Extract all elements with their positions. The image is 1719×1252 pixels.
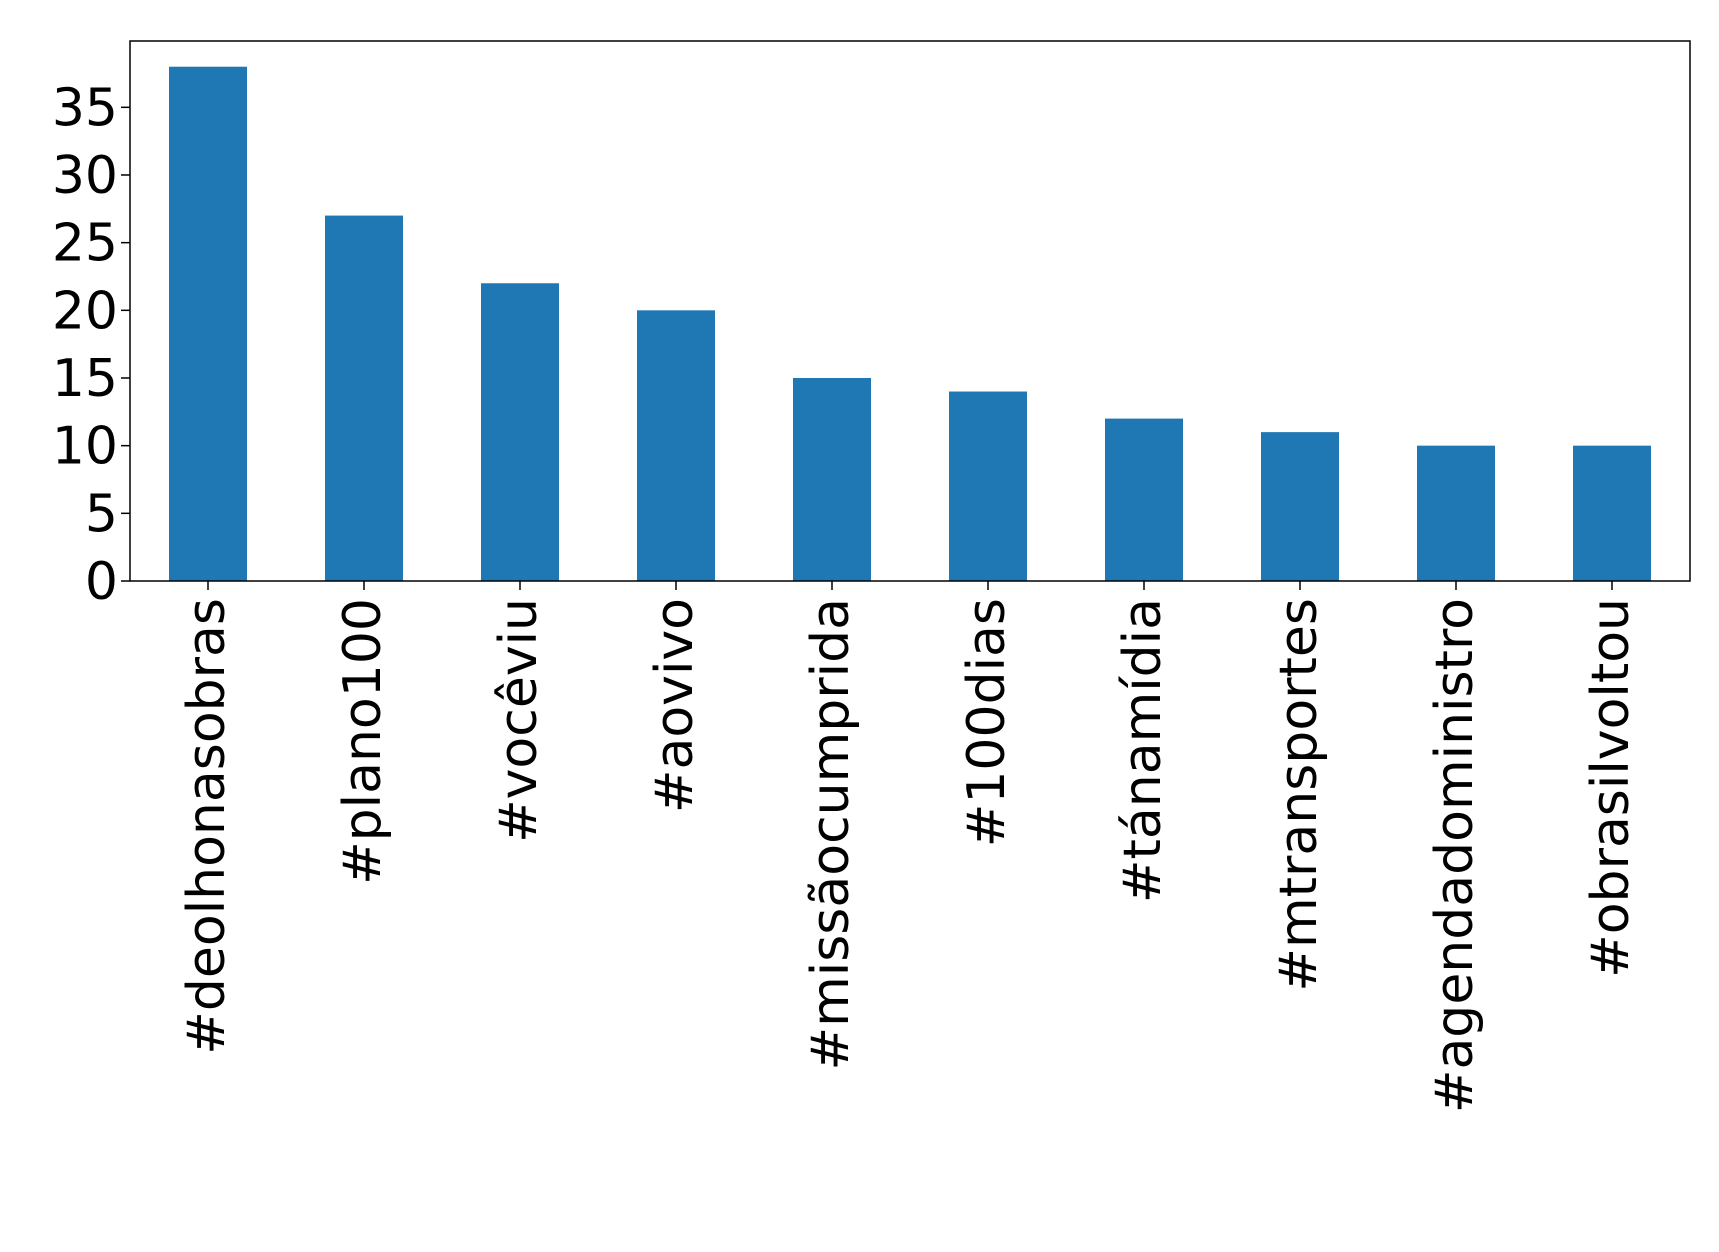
x-tick-label: #agendadoministro xyxy=(1425,598,1485,1113)
bar xyxy=(1105,418,1183,581)
x-tick-label: #100dias xyxy=(957,598,1017,847)
bar xyxy=(1261,432,1339,581)
y-tick-label: 10 xyxy=(52,417,118,477)
y-tick-label: 5 xyxy=(85,484,118,544)
x-tick-label: #mtransportes xyxy=(1269,598,1329,992)
y-tick-label: 20 xyxy=(52,281,118,341)
bar xyxy=(481,283,559,581)
x-axis: #deolhonasobras #plano100 #vocêviu #aovivo #… xyxy=(177,581,1641,1113)
bar xyxy=(1573,445,1651,581)
x-tick-label: #tánamídia xyxy=(1113,598,1173,903)
bar xyxy=(325,215,403,581)
y-tick-label: 25 xyxy=(52,214,118,274)
x-tick-label: #aovivo xyxy=(645,598,705,813)
plot-frame xyxy=(129,40,1691,582)
bar xyxy=(949,391,1027,581)
x-tick-label: #obrasilvoltou xyxy=(1581,598,1641,978)
y-tick-label: 35 xyxy=(52,78,118,138)
bar xyxy=(637,310,715,581)
y-tick-label: 30 xyxy=(52,146,118,206)
x-tick-label: #plano100 xyxy=(333,598,393,885)
x-tick-label: #missãocumprida xyxy=(801,598,861,1070)
x-tick-label: #vocêviu xyxy=(489,598,549,843)
bar xyxy=(169,66,247,581)
y-axis: 0 5 10 15 20 25 30 35 xyxy=(52,78,130,612)
x-tick-label: #deolhonasobras xyxy=(177,598,237,1055)
bars-group xyxy=(169,66,1651,581)
bar xyxy=(793,377,871,581)
bar xyxy=(1417,445,1495,581)
y-tick-label: 0 xyxy=(85,552,118,612)
y-tick-label: 15 xyxy=(52,349,118,409)
